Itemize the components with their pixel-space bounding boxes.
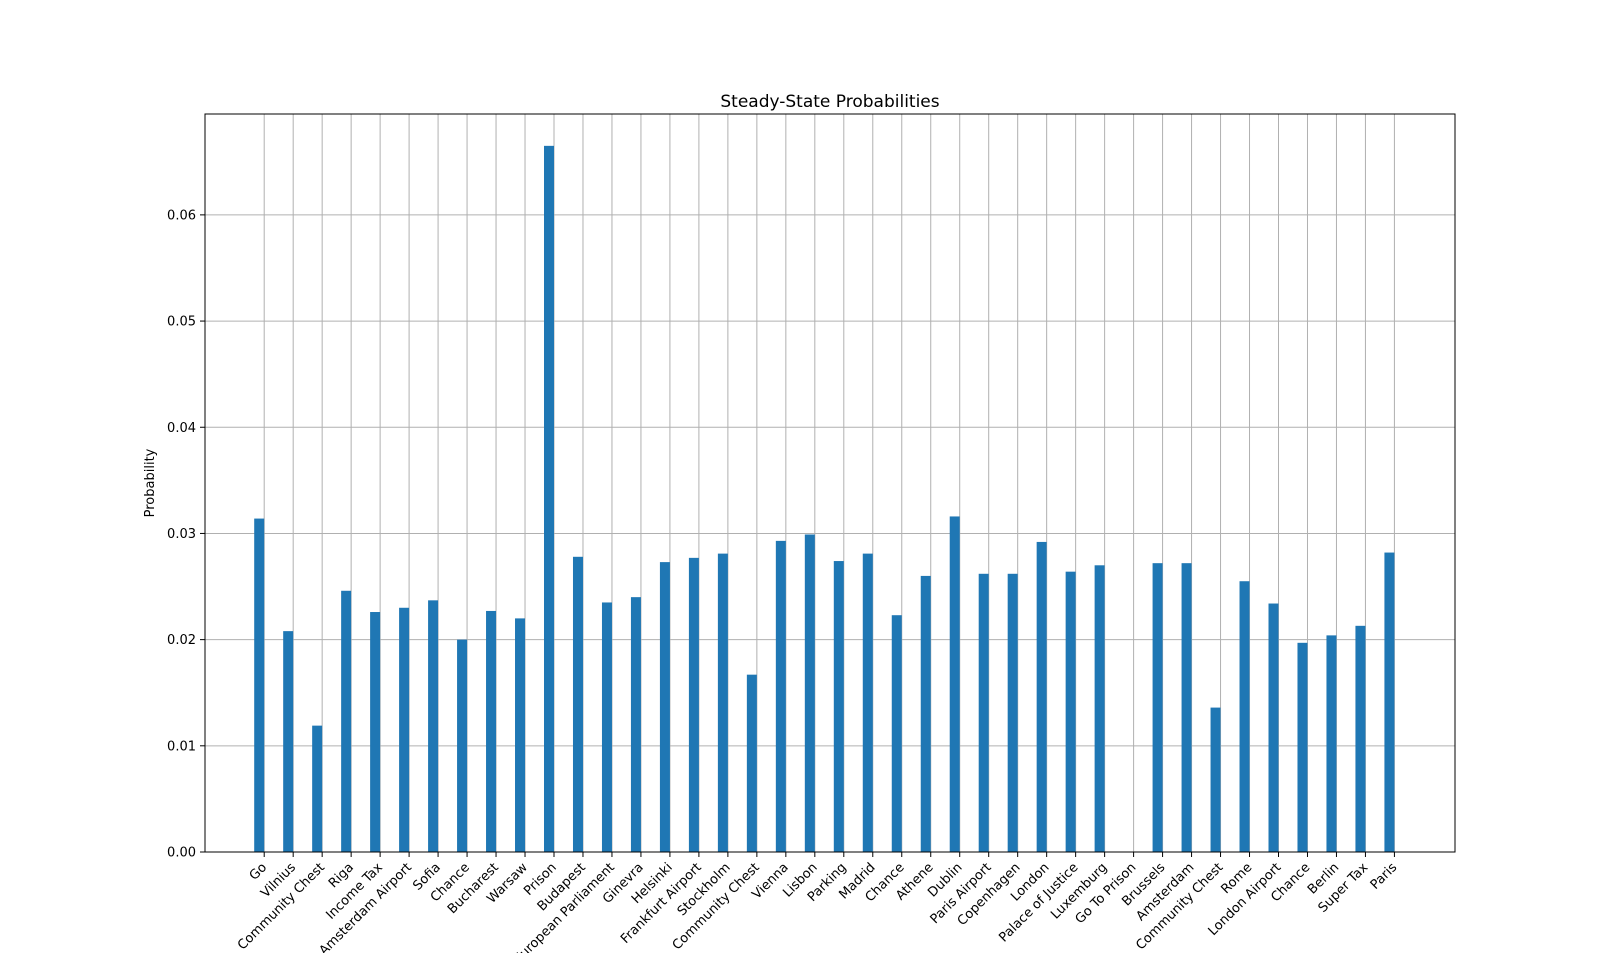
bar — [1181, 563, 1192, 852]
bar — [862, 553, 873, 852]
bar — [978, 573, 989, 852]
bar — [254, 518, 265, 852]
bar — [283, 631, 294, 852]
bar — [486, 610, 497, 852]
bar — [515, 618, 526, 852]
bar — [1152, 563, 1163, 852]
bar — [1384, 552, 1395, 852]
bar — [949, 516, 960, 852]
bar — [1297, 642, 1308, 852]
bar — [544, 145, 554, 853]
bar — [1094, 565, 1105, 852]
y-tick-label: 0.03 — [167, 527, 196, 542]
bar — [688, 557, 699, 852]
bar — [746, 674, 757, 852]
bar — [572, 556, 583, 852]
bar — [457, 639, 468, 852]
bar — [399, 607, 410, 852]
chart-title: Steady-State Probabilities — [720, 92, 939, 112]
bar — [891, 615, 902, 852]
x-tick-label: Paris — [1368, 860, 1401, 893]
bar — [312, 725, 323, 852]
bar — [659, 562, 670, 852]
y-tick-label: 0.01 — [167, 739, 196, 754]
x-tick-label: Go — [247, 860, 270, 883]
bar — [370, 612, 381, 852]
y-tick-label: 0.04 — [167, 421, 196, 436]
bar — [1065, 571, 1076, 852]
bar — [428, 600, 439, 852]
bar — [1239, 581, 1250, 852]
bar — [920, 575, 931, 852]
bar — [833, 561, 844, 852]
y-tick-label: 0.00 — [167, 846, 196, 861]
bar — [1036, 541, 1047, 852]
bar — [601, 602, 612, 852]
bar — [630, 597, 641, 852]
y-tick-label: 0.05 — [167, 315, 196, 330]
bar — [1268, 603, 1279, 852]
plot-frame — [204, 113, 1456, 853]
bar — [1210, 707, 1221, 852]
y-axis-label: Probability — [143, 448, 158, 517]
y-tick-label: 0.02 — [167, 633, 196, 648]
bar — [1326, 635, 1337, 852]
y-tick-label: 0.06 — [167, 208, 196, 223]
bar — [1007, 573, 1018, 852]
bar — [775, 540, 786, 852]
bar — [717, 553, 728, 852]
bar — [341, 590, 352, 852]
bar — [804, 534, 815, 852]
bar — [1355, 625, 1366, 852]
